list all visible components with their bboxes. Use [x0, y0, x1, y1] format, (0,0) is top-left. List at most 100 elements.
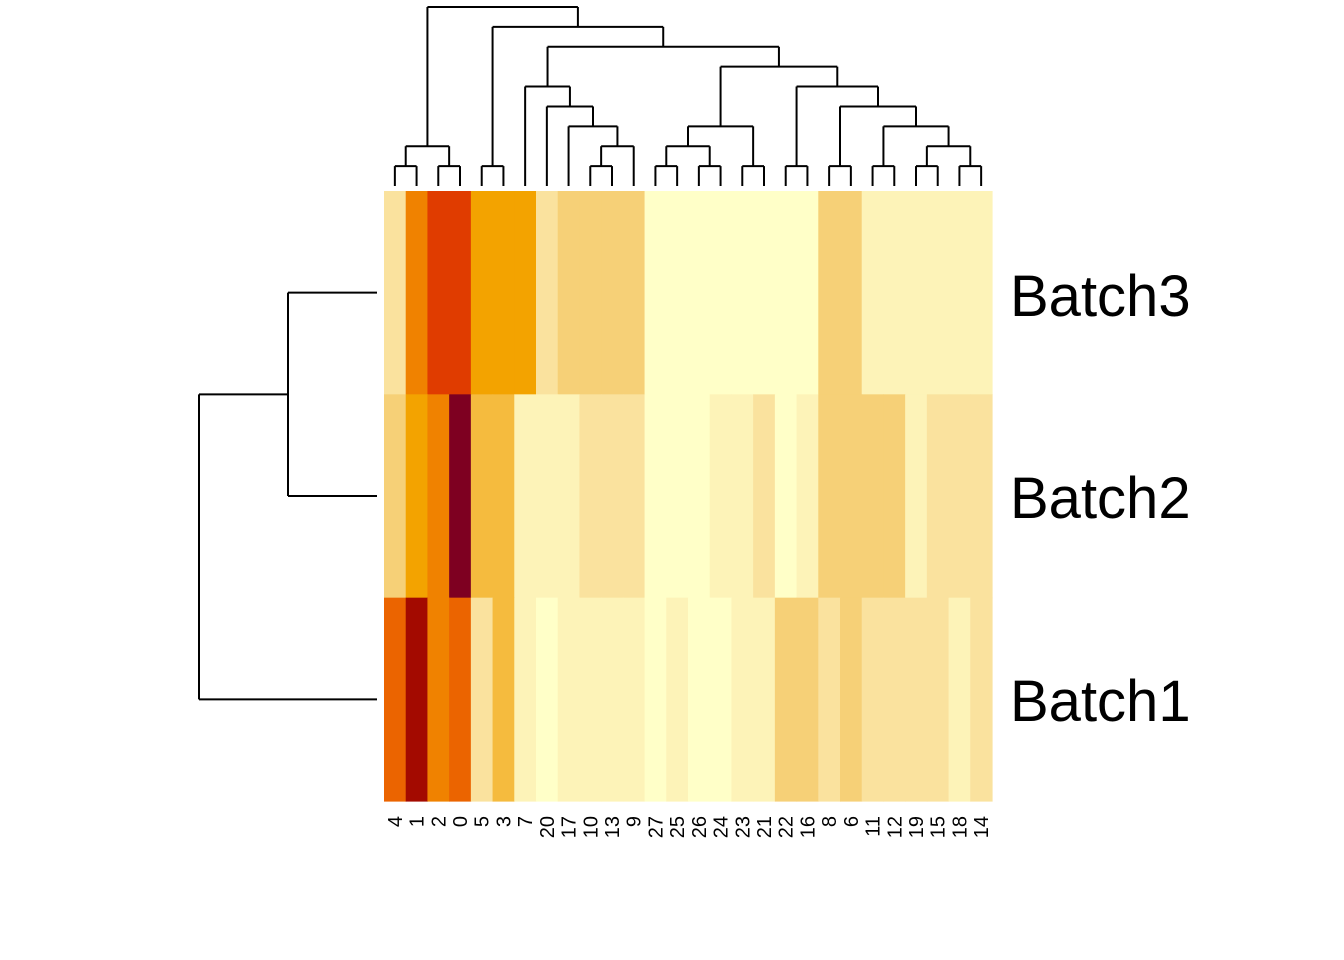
column-labels: 4 1 2 0 5 3 7 20 17 10 13 9 27 25 26 24 23 21 22 16 8 6 11 12 19…: [385, 816, 993, 838]
heatmap-cell: [557, 394, 581, 599]
column-label: 20: [537, 816, 559, 838]
heatmap-cell: [601, 597, 624, 802]
column-label: 6: [841, 816, 863, 827]
heatmap-cell: [774, 191, 798, 395]
heatmap-cell: [492, 394, 515, 599]
heatmap-cell: [688, 597, 711, 802]
column-label: 22: [776, 816, 798, 838]
heatmap-cell: [427, 394, 450, 599]
column-label: 10: [580, 816, 602, 838]
heatmap-cell: [796, 394, 819, 599]
heatmap-cell: [731, 394, 754, 599]
heatmap-cell: [818, 394, 841, 599]
heatmap-cell: [861, 394, 885, 599]
heatmap-cell: [427, 191, 450, 395]
heatmap-cell: [926, 394, 950, 599]
column-label: 15: [928, 816, 950, 838]
heatmap-cell: [579, 191, 602, 395]
heatmap-cell: [536, 597, 559, 802]
row-labels: Batch3 Batch2 Batch1: [1010, 264, 1191, 734]
heatmap-cell: [622, 597, 646, 802]
heatmap-cell: [449, 394, 472, 599]
heatmap-cell: [840, 597, 863, 802]
heatmap-cell: [709, 597, 733, 802]
column-label: 9: [624, 816, 646, 827]
heatmap-cell: [427, 597, 450, 802]
heatmap-cell: [753, 191, 776, 395]
column-label: 4: [385, 816, 407, 827]
heatmap-cell: [688, 191, 711, 395]
column-label: 26: [689, 816, 711, 838]
heatmap-cell: [926, 597, 950, 802]
heatmap-cell: [666, 394, 689, 599]
column-label: 3: [493, 816, 515, 827]
column-label: 19: [906, 816, 928, 838]
heatmap-cell: [666, 597, 689, 802]
heatmap-cell: [557, 597, 581, 802]
heatmap-cell: [666, 191, 689, 395]
row-label-batch3: Batch3: [1010, 264, 1191, 329]
heatmap-cell: [818, 597, 841, 802]
heatmap-cell: [948, 191, 971, 395]
heatmap-cell: [492, 597, 515, 802]
heatmap-cell: [470, 394, 494, 599]
heatmap-cell: [796, 597, 819, 802]
column-label: 5: [472, 816, 494, 827]
heatmap-cell: [709, 394, 733, 599]
column-label: 16: [797, 816, 819, 838]
heatmap-cell: [948, 597, 971, 802]
heatmap-cell: [753, 597, 776, 802]
column-label: 17: [559, 816, 581, 838]
column-label: 12: [884, 816, 906, 838]
heatmap-cell: [449, 597, 472, 802]
heatmap-cell: [449, 191, 472, 395]
heatmap-cell: [514, 394, 537, 599]
heatmap-cell: [774, 394, 798, 599]
column-label: 14: [971, 816, 993, 838]
column-label: 7: [515, 816, 537, 827]
heatmap-cell: [601, 394, 624, 599]
heatmap-cell: [926, 191, 950, 395]
heatmap-cell: [622, 394, 646, 599]
heatmap-cell: [883, 597, 906, 802]
row-label-batch2: Batch2: [1010, 466, 1191, 531]
heatmap-cell: [840, 191, 863, 395]
heatmap-cell: [536, 394, 559, 599]
heatmap-cell: [840, 394, 863, 599]
column-label: 2: [428, 816, 450, 827]
heatmap-cell: [861, 191, 885, 395]
column-label: 24: [711, 816, 733, 838]
column-label: 11: [863, 816, 885, 837]
heatmap-cell: [905, 191, 928, 395]
column-label: 21: [754, 816, 776, 838]
heatmap-cells: [384, 191, 993, 802]
column-dendrogram: [393, 6, 983, 186]
heatmap-cell: [970, 394, 993, 599]
heatmap-cell: [601, 191, 624, 395]
heatmap-cell: [557, 191, 581, 395]
heatmap-cell: [970, 597, 993, 802]
heatmap-cell: [796, 191, 819, 395]
heatmap-cell: [883, 191, 906, 395]
heatmap-cell: [970, 191, 993, 395]
heatmap-cell: [709, 191, 733, 395]
column-label: 8: [819, 816, 841, 827]
heatmap-cell: [384, 191, 407, 395]
heatmap-cell: [470, 191, 494, 395]
heatmap-cell: [688, 394, 711, 599]
heatmap-cell: [536, 191, 559, 395]
heatmap-cell: [883, 394, 906, 599]
heatmap-cell: [644, 597, 667, 802]
heatmap-cell: [384, 394, 407, 599]
row-dendrogram: [198, 291, 377, 701]
heatmap-cell: [644, 394, 667, 599]
heatmap-cell: [492, 191, 515, 395]
heatmap-cell: [579, 597, 602, 802]
column-label: 1: [407, 816, 429, 827]
heatmap-cell: [622, 191, 646, 395]
column-label: 13: [602, 816, 624, 838]
column-label: 25: [667, 816, 689, 838]
heatmap-cell: [514, 191, 537, 395]
heatmap-cell: [405, 394, 429, 599]
